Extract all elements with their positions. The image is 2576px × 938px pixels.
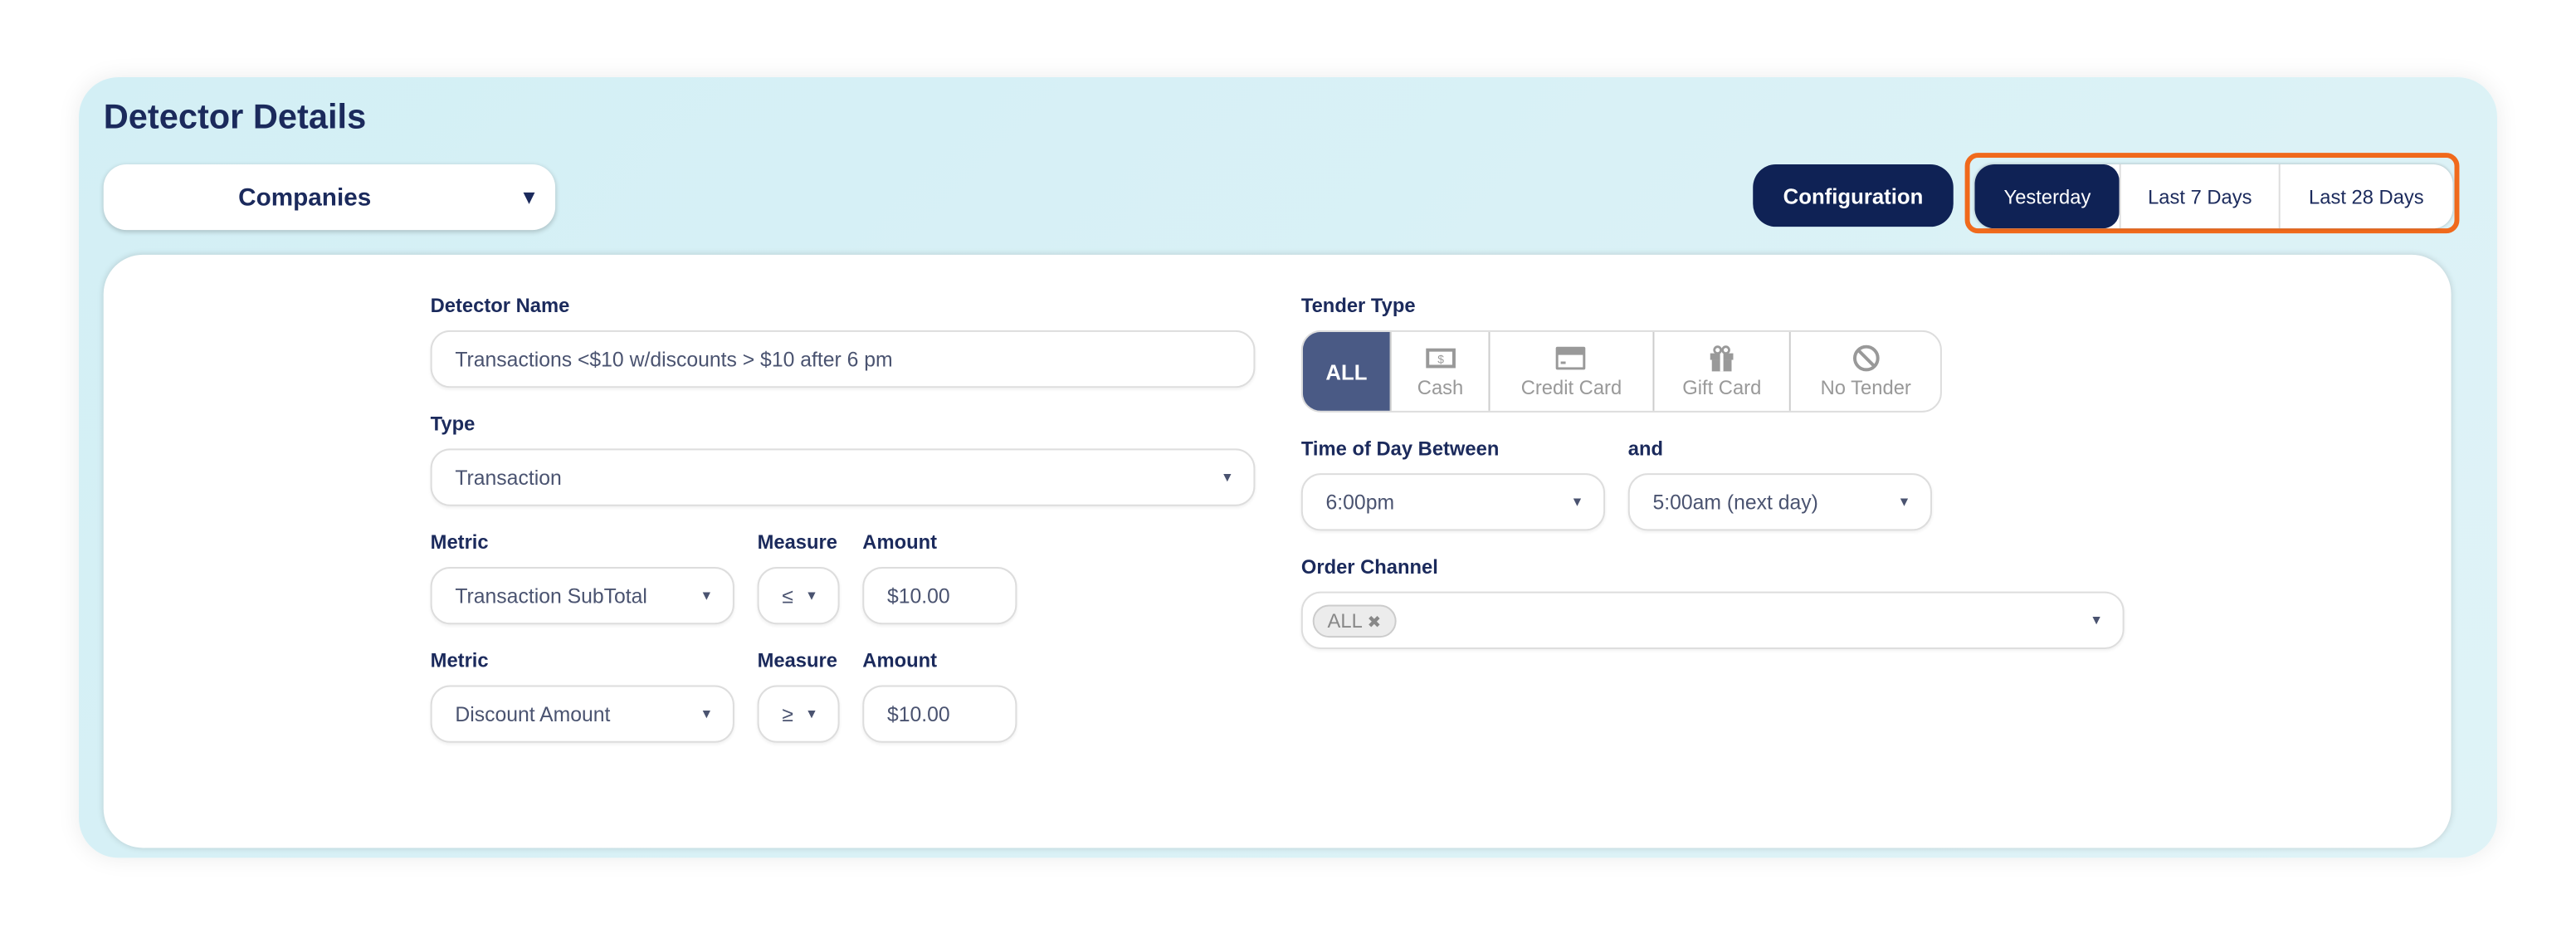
chevron-down-icon: ▼ <box>1220 470 1234 485</box>
date-range-selector: Yesterday Last 7 Days Last 28 Days <box>1974 164 2453 229</box>
remove-chip-icon[interactable]: ✖ <box>1367 613 1382 633</box>
time-of-day-label: Time of Day Between <box>1300 437 1500 461</box>
and-label: and <box>1627 437 1664 461</box>
metric-select[interactable]: Discount Amount ▼ <box>430 685 734 743</box>
tender-gift-card-label: Gift Card <box>1682 376 1762 400</box>
page-title: Detector Details <box>103 98 367 137</box>
metric-select[interactable]: Transaction SubTotal ▼ <box>430 566 734 625</box>
time-end-value: 5:00am (next day) <box>1652 490 1818 514</box>
type-select[interactable]: Transaction ▼ <box>430 448 1256 506</box>
metric-value: Discount Amount <box>455 702 611 725</box>
measure-select[interactable]: ≥ ▼ <box>757 685 840 743</box>
detector-name-label: Detector Name <box>430 294 570 318</box>
chip-label: ALL <box>1327 608 1362 633</box>
measure-label: Measure <box>757 648 838 672</box>
metric-label: Metric <box>430 530 489 554</box>
configuration-button[interactable]: Configuration <box>1753 164 1954 227</box>
order-channel-chip: ALL ✖ <box>1312 603 1396 638</box>
time-start-value: 6:00pm <box>1325 490 1395 514</box>
gift-icon <box>1710 345 1734 372</box>
ban-icon <box>1852 344 1880 372</box>
tender-gift-card-button[interactable]: Gift Card <box>1651 331 1790 411</box>
detector-name-input[interactable]: Transactions <$10 w/discounts > $10 afte… <box>430 330 1256 388</box>
date-last-28-days-button[interactable]: Last 28 Days <box>2278 164 2452 229</box>
type-label: Type <box>430 412 476 436</box>
tender-type-label: Tender Type <box>1300 294 1416 318</box>
tender-credit-card-label: Credit Card <box>1520 376 1622 400</box>
tender-no-tender-button[interactable]: No Tender <box>1789 331 1940 411</box>
companies-label: Companies <box>238 183 372 212</box>
date-range-highlight <box>1964 153 2460 234</box>
type-value: Transaction <box>455 466 562 489</box>
chevron-down-icon: ▼ <box>1897 494 1911 510</box>
chevron-down-icon: ▼ <box>519 185 539 209</box>
tender-credit-card-button[interactable]: Credit Card <box>1489 331 1652 411</box>
chevron-down-icon: ▼ <box>700 706 714 722</box>
svg-text:$: $ <box>1437 352 1444 365</box>
chevron-down-icon: ▼ <box>805 706 818 722</box>
measure-select[interactable]: ≤ ▼ <box>757 566 840 625</box>
measure-value: ≥ <box>782 702 793 725</box>
cash-icon: $ <box>1425 348 1456 369</box>
tender-all-label: ALL <box>1325 359 1368 384</box>
date-last-7-days-button[interactable]: Last 7 Days <box>2120 164 2278 229</box>
amount-label: Amount <box>862 648 938 672</box>
amount-label: Amount <box>862 530 938 554</box>
credit-card-icon <box>1556 346 1587 370</box>
chevron-down-icon: ▼ <box>2090 613 2103 628</box>
date-yesterday-button[interactable]: Yesterday <box>1974 164 2120 229</box>
time-end-select[interactable]: 5:00am (next day) ▼ <box>1627 473 1933 531</box>
tender-cash-label: Cash <box>1417 376 1464 400</box>
companies-dropdown[interactable]: Companies ▼ <box>103 164 556 231</box>
measure-value: ≤ <box>782 584 793 608</box>
metric-value: Transaction SubTotal <box>455 584 647 608</box>
chevron-down-icon: ▼ <box>1570 494 1584 510</box>
chevron-down-icon: ▼ <box>805 588 818 603</box>
amount-input[interactable]: $10.00 <box>862 685 1017 743</box>
chevron-down-icon: ▼ <box>700 588 714 603</box>
tender-cash-button[interactable]: $ Cash <box>1390 331 1489 411</box>
tender-type-group: ALL $ Cash Credit Card Gift Card No Tend… <box>1300 330 1942 413</box>
time-start-select[interactable]: 6:00pm ▼ <box>1300 473 1606 531</box>
order-channel-label: Order Channel <box>1300 555 1438 579</box>
tender-all-button[interactable]: ALL <box>1302 331 1391 411</box>
measure-label: Measure <box>757 530 838 554</box>
tender-no-tender-label: No Tender <box>1820 376 1911 400</box>
amount-input[interactable]: $10.00 <box>862 566 1017 625</box>
metric-label: Metric <box>430 648 489 672</box>
order-channel-multiselect[interactable]: ALL ✖ ▼ <box>1300 591 2125 649</box>
